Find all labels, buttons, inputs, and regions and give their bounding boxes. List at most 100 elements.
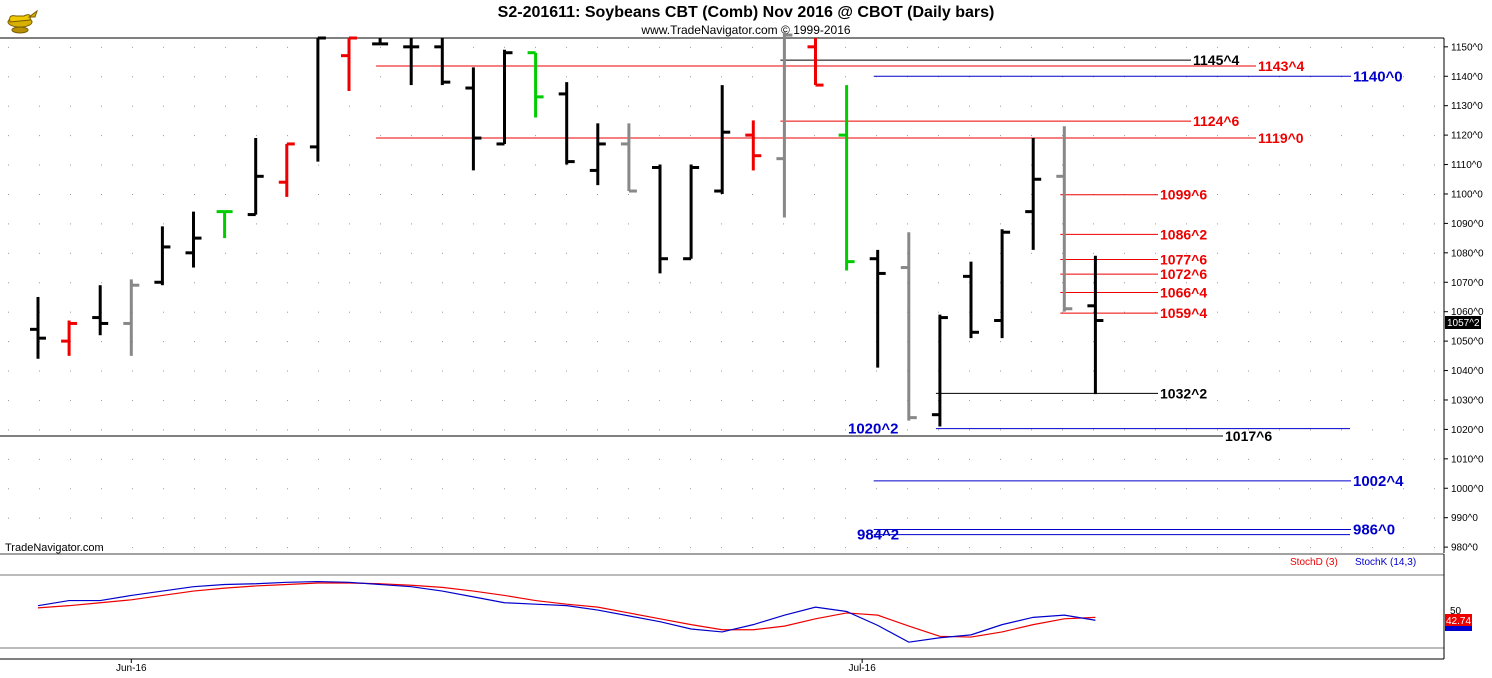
- grid-dot: [225, 46, 226, 48]
- grid-dot: [1155, 488, 1156, 490]
- grid-dot: [39, 105, 40, 107]
- grid-dot: [1155, 370, 1156, 372]
- grid-dot: [1372, 547, 1373, 549]
- grid-dot: [566, 311, 567, 313]
- grid-dot: [1000, 488, 1001, 490]
- grid-dot: [1248, 547, 1249, 549]
- grid-dot: [473, 46, 474, 48]
- grid-dot: [1248, 488, 1249, 490]
- grid-dot: [1124, 488, 1125, 490]
- grid-dot: [969, 547, 970, 549]
- grid-dot: [566, 370, 567, 372]
- grid-dot: [659, 311, 660, 313]
- grid-dot: [1310, 223, 1311, 225]
- grid-dot: [535, 135, 536, 137]
- grid-dot: [1434, 370, 1435, 372]
- grid-dot: [504, 164, 505, 166]
- grid-dot: [39, 193, 40, 195]
- grid-dot: [1186, 46, 1187, 48]
- time-tick-label: Jun-16: [116, 663, 147, 674]
- grid-dot: [1124, 105, 1125, 107]
- grid-dot: [845, 429, 846, 431]
- price-tick-label: 1080^0: [1451, 248, 1484, 259]
- grid-dot: [194, 517, 195, 519]
- grid-dot: [473, 547, 474, 549]
- price-tick-label: 1000^0: [1451, 484, 1484, 495]
- grid-dot: [1310, 429, 1311, 431]
- grid-dot: [876, 46, 877, 48]
- grid-dot: [1372, 399, 1373, 401]
- grid-dot: [132, 46, 133, 48]
- level-label: 1059^4: [1160, 305, 1207, 321]
- grid-dot: [473, 488, 474, 490]
- grid-dot: [132, 429, 133, 431]
- grid-dot: [876, 458, 877, 460]
- grid-dot: [1341, 46, 1342, 48]
- grid-dot: [163, 311, 164, 313]
- grid-dot: [8, 282, 9, 284]
- ohlc-bar: [30, 296, 46, 359]
- grid-dot: [504, 488, 505, 490]
- grid-dot: [1372, 517, 1373, 519]
- grid-dot: [1434, 164, 1435, 166]
- grid-dot: [256, 488, 257, 490]
- grid-dot: [659, 341, 660, 343]
- grid-dot: [318, 370, 319, 372]
- grid-dot: [225, 76, 226, 78]
- grid-dot: [101, 429, 102, 431]
- grid-dot: [1279, 517, 1280, 519]
- grid-dot: [659, 399, 660, 401]
- grid-dot: [1031, 311, 1032, 313]
- grid-dot: [783, 488, 784, 490]
- grid-dot: [535, 252, 536, 254]
- grid-dot: [1186, 341, 1187, 343]
- ohlc-bar: [92, 285, 109, 336]
- grid-dot: [783, 429, 784, 431]
- grid-dot: [101, 517, 102, 519]
- grid-dot: [411, 370, 412, 372]
- price-tick-label: 1070^0: [1451, 278, 1484, 289]
- grid-dot: [1062, 223, 1063, 225]
- grid-dot: [535, 370, 536, 372]
- grid-dot: [1124, 46, 1125, 48]
- grid-dot: [256, 105, 257, 107]
- grid-dot: [504, 252, 505, 254]
- grid-dot: [1031, 370, 1032, 372]
- grid-dot: [380, 311, 381, 313]
- ohlc-bar: [714, 85, 731, 194]
- grid-dot: [690, 46, 691, 48]
- grid-dot: [101, 76, 102, 78]
- grid-dot: [752, 458, 753, 460]
- grid-dot: [969, 399, 970, 401]
- grid-dot: [1062, 488, 1063, 490]
- grid-dot: [101, 193, 102, 195]
- grid-dot: [814, 282, 815, 284]
- grid-dot: [1124, 547, 1125, 549]
- grid-dot: [1186, 429, 1187, 431]
- grid-dot: [752, 282, 753, 284]
- grid-dot: [1341, 458, 1342, 460]
- grid-dot: [1341, 282, 1342, 284]
- grid-dot: [721, 399, 722, 401]
- grid-dot: [194, 164, 195, 166]
- legend-stochd: StochD (3): [1290, 557, 1338, 568]
- genie-lamp-icon: [7, 9, 38, 34]
- grid-dot: [8, 370, 9, 372]
- grid-dot: [628, 252, 629, 254]
- grid-dot: [1310, 370, 1311, 372]
- grid-dot: [39, 46, 40, 48]
- grid-dot: [318, 193, 319, 195]
- level-label: 986^0: [1353, 521, 1395, 538]
- grid-dot: [1248, 429, 1249, 431]
- grid-dot: [1217, 105, 1218, 107]
- grid-dot: [504, 223, 505, 225]
- grid-dot: [1403, 164, 1404, 166]
- grid-dot: [349, 399, 350, 401]
- grid-dot: [349, 105, 350, 107]
- grid-dot: [163, 517, 164, 519]
- grid-dot: [1124, 135, 1125, 137]
- grid-dot: [597, 547, 598, 549]
- stoch-last-value: 42.74: [1446, 616, 1471, 627]
- grid-dot: [101, 105, 102, 107]
- grid-dot: [442, 399, 443, 401]
